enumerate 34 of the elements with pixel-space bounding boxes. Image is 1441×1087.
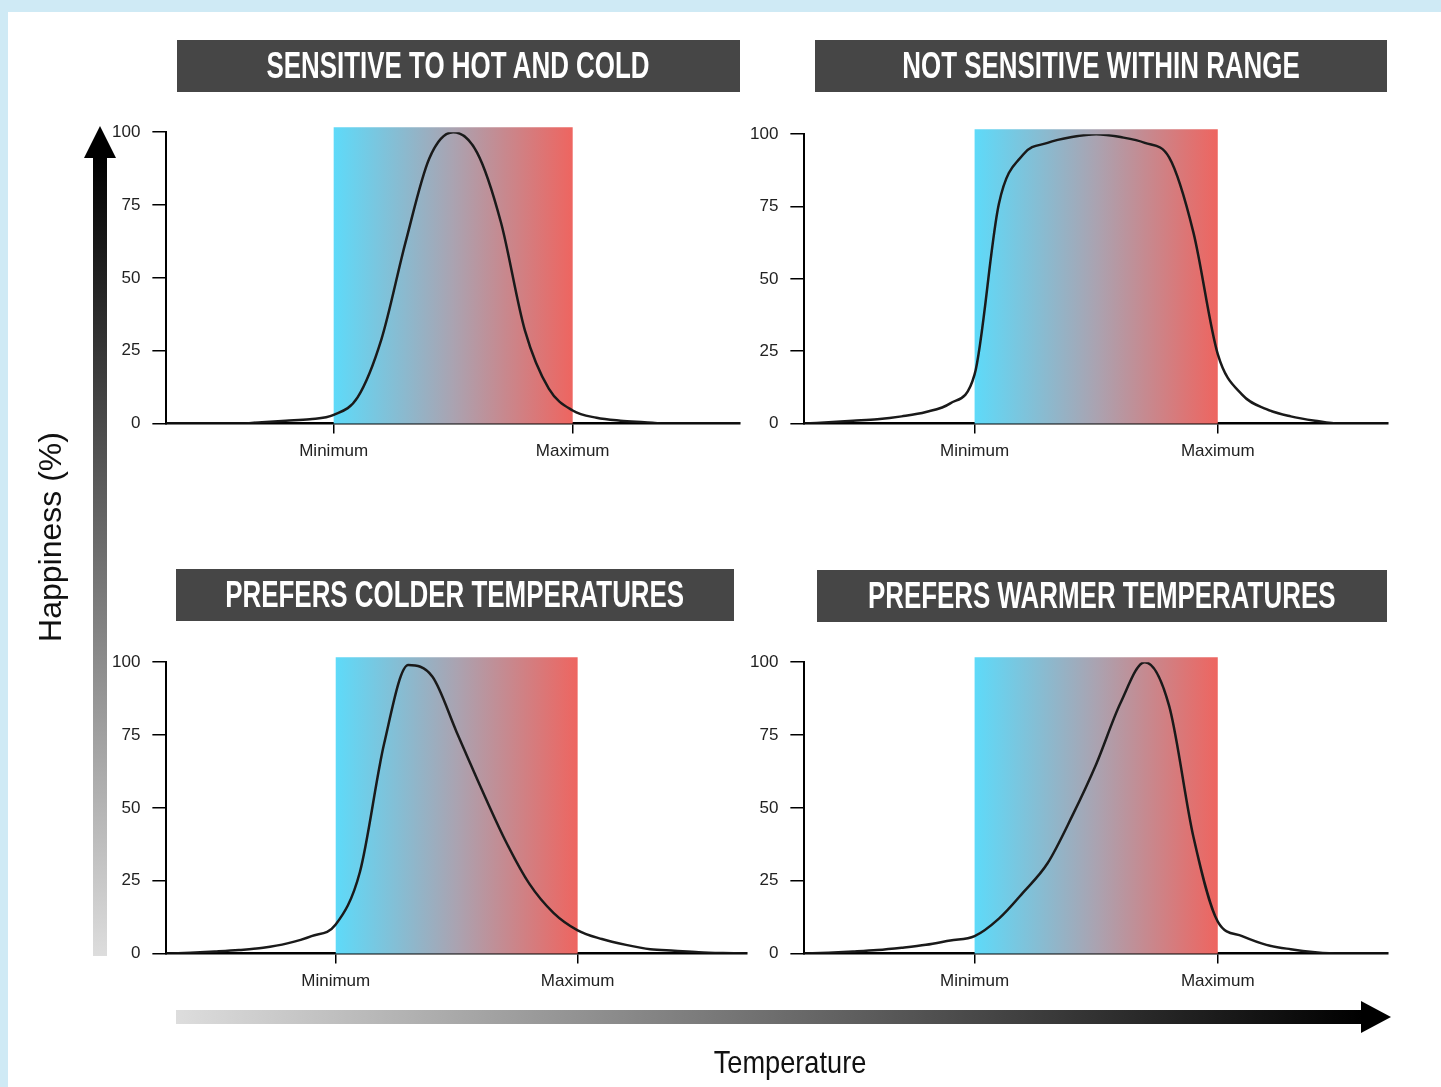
- y-tick-label: 25: [759, 870, 779, 890]
- y-tick-label: 100: [749, 651, 779, 671]
- x-tick-label: Maximum: [535, 441, 610, 461]
- y-tick-label: 25: [759, 340, 779, 360]
- chart-title: SENSITIVE TO HOT AND COLD: [266, 45, 651, 87]
- y-tick-label: 0: [130, 413, 141, 433]
- x-tick-label: Minimum: [301, 971, 371, 991]
- chart-title: PREFERS COLDER TEMPERATURES: [225, 574, 685, 616]
- y-tick-label: 50: [121, 797, 141, 817]
- x-tick-label: Minimum: [940, 441, 1010, 461]
- y-tick-label: 50: [759, 797, 779, 817]
- y-tick-label: 100: [111, 651, 141, 671]
- x-tick-label: Maximum: [1180, 441, 1255, 461]
- y-tick-label: 0: [768, 413, 779, 433]
- x-axis-title: Temperature: [713, 1043, 867, 1081]
- y-tick-label: 50: [759, 268, 779, 288]
- y-tick-label: 0: [130, 943, 141, 963]
- chart-title: PREFERS WARMER TEMPERATURES: [868, 575, 1336, 617]
- y-tick-label: 75: [121, 194, 141, 214]
- y-tick-label: 50: [121, 267, 141, 287]
- x-tick-label: Minimum: [940, 971, 1010, 991]
- y-tick-label: 0: [768, 943, 779, 963]
- y-tick-label: 25: [121, 340, 141, 360]
- x-tick-label: Minimum: [299, 441, 369, 461]
- y-tick-label: 100: [111, 121, 141, 141]
- x-tick-label: Maximum: [1180, 971, 1255, 991]
- y-tick-label: 100: [749, 123, 779, 143]
- y-tick-label: 25: [121, 870, 141, 890]
- y-tick-label: 75: [759, 724, 779, 744]
- y-tick-label: 75: [121, 724, 141, 744]
- chart-title: NOT SENSITIVE WITHIN RANGE: [902, 45, 1300, 87]
- y-tick-label: 75: [759, 196, 779, 216]
- y-axis-title: Happiness (%): [31, 432, 69, 642]
- x-tick-label: Maximum: [540, 971, 615, 991]
